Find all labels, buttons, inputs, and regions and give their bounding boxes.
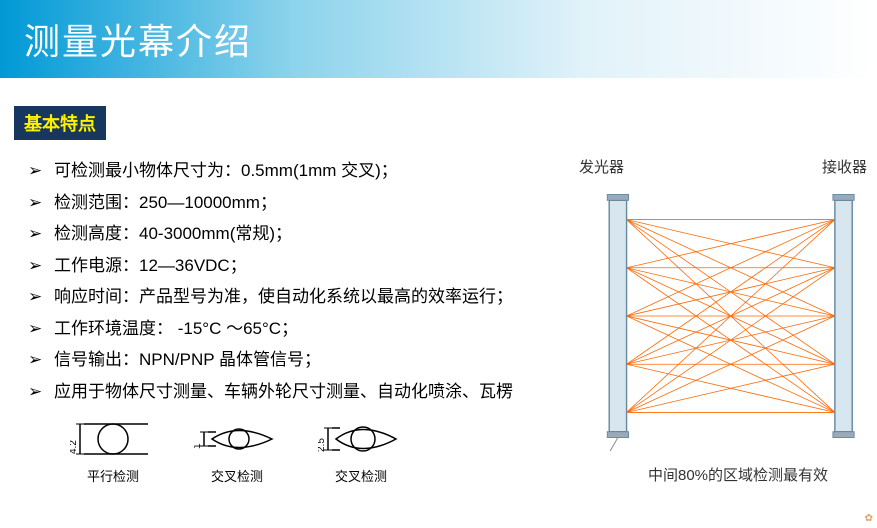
detection-modes: 4.2 平行检测 1: [14, 414, 569, 485]
content: ➢可检测最小物体尺寸为：0.5mm(1mm 交叉)； ➢检测范围：250—100…: [0, 140, 877, 485]
spec-item: ➢工作环境温度： -15°C ～65°C；: [28, 316, 569, 342]
bullet-icon: ➢: [28, 284, 54, 310]
spec-item: ➢信号输出：NPN/PNP 晶体管信号；: [28, 347, 569, 373]
spec-text: 应用于物体尺寸测量、车辆外轮尺寸测量、自动化喷涂、瓦楞: [54, 379, 513, 405]
bullet-icon: ➢: [28, 316, 54, 342]
mode-cross-icon: 2.5: [318, 414, 404, 464]
mode-cross-1: 1 交叉检测: [194, 414, 280, 485]
mode-label: 平行检测: [87, 466, 139, 485]
header-banner: 测量光幕介绍: [0, 0, 877, 78]
mode-cross-2: 2.5 交叉检测: [318, 414, 404, 485]
spec-text: 检测高度：40-3000mm(常规)；: [54, 221, 292, 247]
spec-item: ➢可检测最小物体尺寸为：0.5mm(1mm 交叉)；: [28, 158, 569, 184]
bullet-icon: ➢: [28, 190, 54, 216]
mode-parallel: 4.2 平行检测: [70, 414, 156, 485]
page-title: 测量光幕介绍: [24, 13, 252, 65]
receiver-label: 接收器: [822, 156, 867, 177]
diagram-note: 中间80%的区域检测最有效: [579, 464, 867, 485]
diagram-labels: 发光器 接收器: [579, 156, 867, 181]
watermark-icon: ✿: [865, 513, 873, 524]
spec-item: ➢检测范围：250—10000mm；: [28, 190, 569, 216]
bullet-icon: ➢: [28, 221, 54, 247]
spec-list: ➢可检测最小物体尺寸为：0.5mm(1mm 交叉)； ➢检测范围：250—100…: [14, 150, 569, 404]
mode-parallel-icon: 4.2: [70, 414, 156, 464]
spec-text: 检测范围：250—10000mm；: [54, 190, 277, 216]
spec-item: ➢工作电源：12—36VDC；: [28, 253, 569, 279]
mode-label: 交叉检测: [211, 466, 263, 485]
bullet-icon: ➢: [28, 379, 54, 405]
spec-item: ➢响应时间：产品型号为准，使自动化系统以最高的效率运行；: [28, 284, 569, 310]
section-label: 基本特点: [14, 106, 106, 140]
spec-text: 工作环境温度： -15°C ～65°C；: [54, 316, 298, 342]
spec-item: ➢应用于物体尺寸测量、车辆外轮尺寸测量、自动化喷涂、瓦楞: [28, 379, 569, 405]
light-curtain-diagram: [579, 181, 867, 451]
mode-label: 交叉检测: [335, 466, 387, 485]
spec-text: 响应时间：产品型号为准，使自动化系统以最高的效率运行；: [54, 284, 513, 310]
mode-cross-icon: 1: [194, 414, 280, 464]
emitter-label: 发光器: [579, 156, 624, 177]
spec-item: ➢检测高度：40-3000mm(常规)；: [28, 221, 569, 247]
spec-text: 工作电源：12—36VDC；: [54, 253, 247, 279]
spec-text: 信号输出：NPN/PNP 晶体管信号；: [54, 347, 321, 373]
bullet-icon: ➢: [28, 158, 54, 184]
svg-text:4.2: 4.2: [70, 440, 79, 454]
left-column: ➢可检测最小物体尺寸为：0.5mm(1mm 交叉)； ➢检测范围：250—100…: [14, 150, 569, 485]
right-column: 发光器 接收器 中间80%的区域检测最有效: [569, 150, 867, 485]
bullet-icon: ➢: [28, 347, 54, 373]
bullet-icon: ➢: [28, 253, 54, 279]
spec-text: 可检测最小物体尺寸为：0.5mm(1mm 交叉)；: [54, 158, 398, 184]
